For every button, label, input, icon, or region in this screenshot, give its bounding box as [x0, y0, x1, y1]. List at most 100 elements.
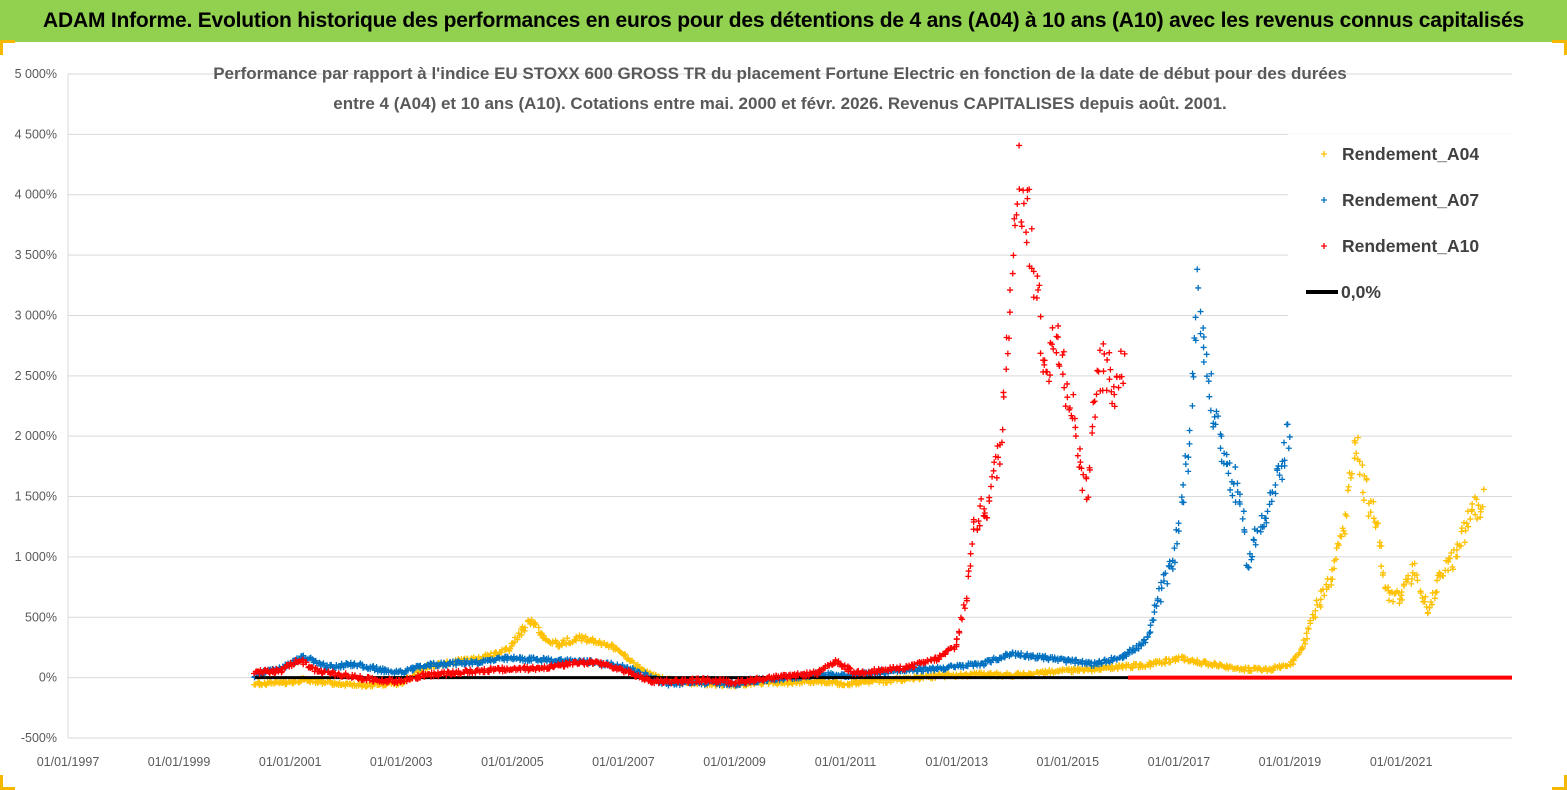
data-point [1398, 588, 1405, 595]
data-point [953, 643, 960, 650]
data-point [1006, 309, 1013, 316]
data-point [1076, 445, 1083, 452]
data-point [995, 454, 1002, 461]
x-tick-label: 01/01/2013 [925, 755, 988, 769]
data-point [458, 659, 465, 666]
data-point [1232, 464, 1239, 471]
data-point [1051, 654, 1058, 661]
legend-label: Rendement_A10 [1342, 236, 1479, 256]
frame-corner-bottom-right [1552, 775, 1567, 790]
data-point [1453, 546, 1460, 553]
data-point [534, 655, 541, 662]
data-point [1302, 640, 1309, 647]
data-point [532, 621, 539, 628]
data-point [1317, 596, 1324, 603]
data-point [1403, 578, 1410, 585]
data-point [795, 672, 802, 679]
data-point [1359, 462, 1366, 469]
data-point [1044, 368, 1051, 375]
data-point [1004, 350, 1011, 357]
data-point [978, 495, 985, 502]
data-point [1111, 403, 1118, 410]
data-point [1370, 498, 1377, 505]
data-point [1258, 512, 1265, 519]
data-point [1064, 380, 1071, 387]
data-point [1139, 662, 1146, 669]
data-point [1461, 539, 1468, 546]
data-point [1272, 490, 1279, 497]
data-point [1194, 266, 1201, 273]
data-point [1200, 334, 1207, 341]
data-point [1123, 653, 1130, 660]
data-point [1180, 499, 1187, 506]
data-point [1424, 610, 1431, 617]
data-point [1200, 359, 1207, 366]
series-rendement-a04 [251, 434, 1487, 690]
data-point [1030, 268, 1037, 275]
data-point [545, 655, 552, 662]
data-point [1053, 349, 1060, 356]
data-point [991, 459, 998, 466]
data-point [1223, 451, 1230, 458]
x-tick-label: 01/01/2015 [1036, 755, 1099, 769]
data-point [564, 635, 571, 642]
data-point [1475, 502, 1482, 509]
data-point [976, 522, 983, 529]
data-point [1092, 414, 1099, 421]
data-point [969, 541, 976, 548]
y-tick-label: 1 000% [15, 550, 57, 564]
data-point [1175, 528, 1182, 535]
x-tick-label: 01/01/2021 [1370, 755, 1433, 769]
data-point [1011, 215, 1018, 222]
data-point [1157, 598, 1164, 605]
data-point [1454, 553, 1461, 560]
data-point [1262, 515, 1269, 522]
data-point [1185, 454, 1192, 461]
data-point [1433, 588, 1440, 595]
data-point [983, 514, 990, 521]
data-point [1375, 520, 1382, 527]
data-point [1049, 324, 1056, 331]
data-point [342, 670, 349, 677]
data-point [1411, 560, 1418, 567]
data-point [956, 628, 963, 635]
x-tick-label: 01/01/2019 [1259, 755, 1322, 769]
data-point [1007, 287, 1014, 294]
data-point [1115, 384, 1122, 391]
data-point [1009, 270, 1016, 277]
data-point [1192, 337, 1199, 344]
data-point [963, 597, 970, 604]
data-point [1341, 530, 1348, 537]
data-point [485, 669, 492, 676]
legend-plus-marker [1321, 243, 1327, 249]
data-point [1059, 352, 1066, 359]
data-point [1465, 523, 1472, 530]
frame-corner-top-right [1552, 40, 1567, 55]
data-point [1459, 525, 1465, 532]
data-point [1461, 519, 1468, 526]
data-point [1055, 322, 1062, 329]
data-point [1405, 572, 1412, 579]
data-point [1120, 380, 1127, 387]
data-point [1054, 334, 1061, 341]
legend-box [1288, 134, 1512, 320]
x-tick-label: 01/01/2007 [592, 755, 655, 769]
data-point [1151, 609, 1158, 616]
data-point [1385, 584, 1392, 591]
data-point [947, 662, 954, 669]
data-point [1089, 430, 1096, 436]
data-point [974, 526, 981, 533]
data-point [953, 636, 960, 643]
data-point [1205, 378, 1212, 385]
data-point [582, 633, 589, 640]
data-point [1203, 351, 1210, 358]
data-point [961, 605, 968, 612]
data-point [771, 676, 778, 683]
data-point [518, 631, 525, 638]
data-point [1118, 373, 1125, 380]
data-point [967, 550, 974, 557]
data-point [1182, 461, 1189, 468]
data-point [1189, 402, 1196, 409]
data-point [1206, 393, 1213, 400]
data-point [622, 651, 629, 658]
